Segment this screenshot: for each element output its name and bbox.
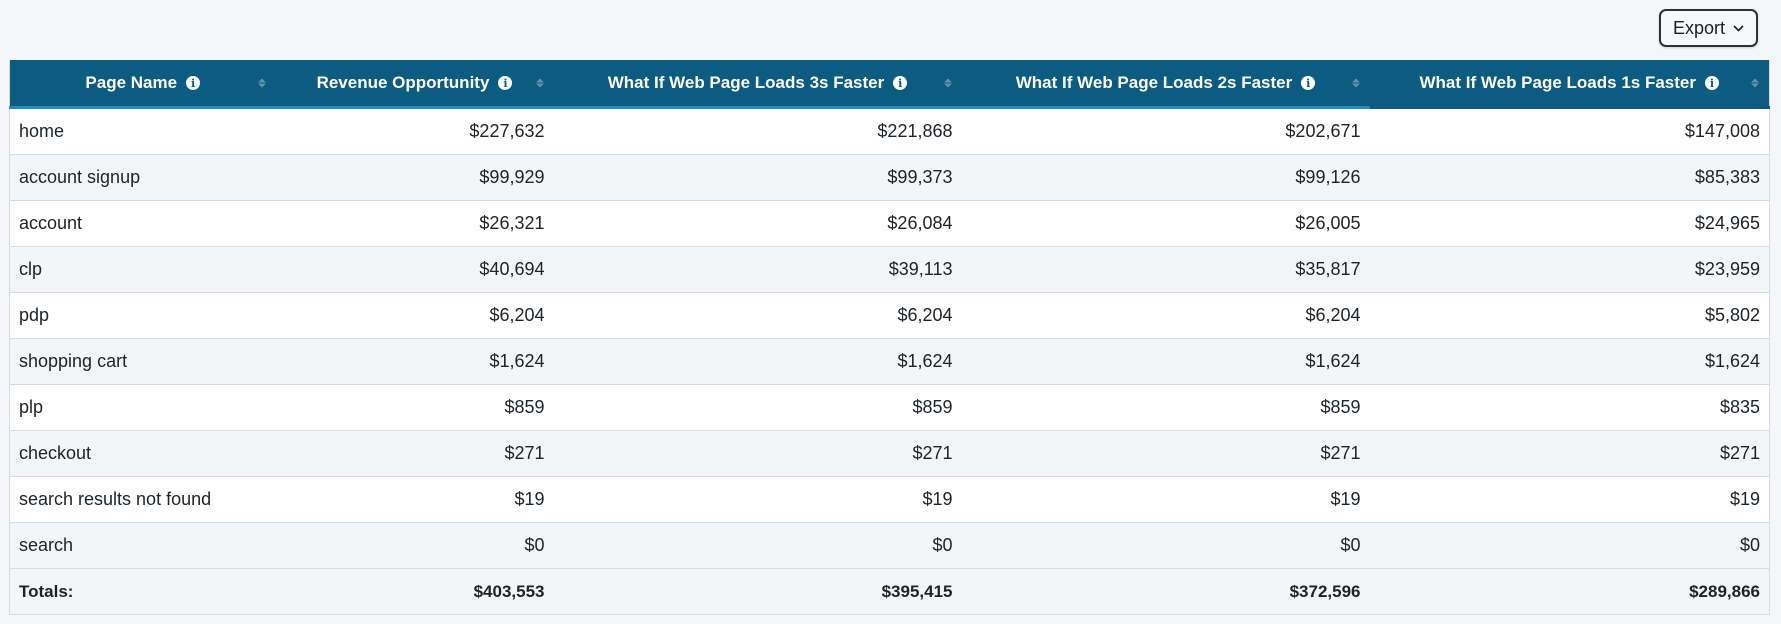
loads-2s-faster-cell: $202,671 (961, 107, 1370, 155)
chevron-down-icon (1733, 24, 1744, 32)
loads-2s-faster-cell: $859 (961, 384, 1370, 431)
column-header-label: What If Web Page Loads 2s Faster (1015, 73, 1293, 92)
loads-1s-faster-cell: $5,802 (1369, 292, 1770, 339)
sort-icon[interactable] (1351, 78, 1360, 88)
page-name-cell: account signup (9, 154, 276, 201)
table-row: home $227,632 $221,868 $202,671 $147,008 (9, 107, 1770, 155)
column-header-label: Page Name (85, 73, 178, 92)
revenue-table-container: Page Name i Revenue Opportunity i What I… (9, 60, 1770, 615)
table-row: search $0 $0 $0 $0 (9, 522, 1770, 569)
revenue-opportunity-cell: $859 (275, 384, 554, 431)
page-name-cell: checkout (9, 430, 276, 477)
loads-1s-faster-cell: $271 (1369, 430, 1770, 477)
loads-3s-faster-cell: $99,373 (553, 154, 962, 201)
loads-1s-faster-cell: $835 (1369, 384, 1770, 431)
page-name-cell: clp (9, 246, 276, 293)
column-header-page-name[interactable]: Page Name i (9, 60, 276, 109)
page-name-cell: plp (9, 384, 276, 431)
loads-3s-faster-cell: $859 (553, 384, 962, 431)
total-loads-3s-faster: $395,415 (553, 568, 962, 615)
loads-1s-faster-cell: $24,965 (1369, 200, 1770, 247)
sort-icon[interactable] (535, 78, 544, 88)
total-loads-2s-faster: $372,596 (961, 568, 1370, 615)
loads-2s-faster-cell: $35,817 (961, 246, 1370, 293)
page-name-cell: search results not found (9, 476, 276, 523)
loads-3s-faster-cell: $271 (553, 430, 962, 477)
loads-3s-faster-cell: $0 (553, 522, 962, 569)
loads-1s-faster-cell: $23,959 (1369, 246, 1770, 293)
table-footer: Totals: $403,553 $395,415 $372,596 $289,… (9, 568, 1770, 615)
table-row: shopping cart $1,624 $1,624 $1,624 $1,62… (9, 338, 1770, 385)
loads-3s-faster-cell: $6,204 (553, 292, 962, 339)
column-header-label: What If Web Page Loads 3s Faster (607, 73, 885, 92)
page-name-cell: shopping cart (9, 338, 276, 385)
sort-icon[interactable] (257, 78, 266, 88)
revenue-opportunity-cell: $6,204 (275, 292, 554, 339)
loads-2s-faster-cell: $6,204 (961, 292, 1370, 339)
totals-label: Totals: (9, 568, 276, 615)
loads-1s-faster-cell: $147,008 (1369, 107, 1770, 155)
export-button-label: Export (1672, 17, 1726, 38)
table-row: pdp $6,204 $6,204 $6,204 $5,802 (9, 292, 1770, 339)
column-header-2s-faster[interactable]: What If Web Page Loads 2s Faster i (961, 60, 1370, 109)
table-row: search results not found $19 $19 $19 $19 (9, 476, 1770, 523)
table-row: account $26,321 $26,084 $26,005 $24,965 (9, 200, 1770, 247)
loads-2s-faster-cell: $26,005 (961, 200, 1370, 247)
revenue-opportunity-cell: $40,694 (275, 246, 554, 293)
table-row: account signup $99,929 $99,373 $99,126 $… (9, 154, 1770, 201)
column-header-label: What If Web Page Loads 1s Faster (1419, 73, 1696, 92)
info-icon[interactable]: i (186, 76, 201, 90)
total-revenue-opportunity: $403,553 (275, 568, 554, 615)
loads-3s-faster-cell: $1,624 (553, 338, 962, 385)
loads-3s-faster-cell: $26,084 (553, 200, 962, 247)
revenue-opportunity-cell: $0 (275, 522, 554, 569)
page-name-cell: search (9, 522, 276, 569)
info-icon[interactable]: i (893, 76, 908, 90)
revenue-opportunity-cell: $227,632 (275, 107, 554, 155)
totals-row: Totals: $403,553 $395,415 $372,596 $289,… (9, 568, 1770, 615)
page-name-cell: account (9, 200, 276, 247)
loads-2s-faster-cell: $99,126 (961, 154, 1370, 201)
loads-1s-faster-cell: $1,624 (1369, 338, 1770, 385)
loads-2s-faster-cell: $271 (961, 430, 1370, 477)
loads-1s-faster-cell: $19 (1369, 476, 1770, 523)
export-button[interactable]: Export (1659, 9, 1758, 47)
info-icon[interactable]: i (1301, 76, 1316, 90)
column-header-3s-faster[interactable]: What If Web Page Loads 3s Faster i (553, 60, 962, 109)
loads-2s-faster-cell: $0 (961, 522, 1370, 569)
column-header-1s-faster[interactable]: What If Web Page Loads 1s Faster i (1369, 60, 1770, 109)
column-header-label: Revenue Opportunity (316, 73, 490, 92)
info-icon[interactable]: i (1704, 76, 1719, 90)
header-row: Page Name i Revenue Opportunity i What I… (9, 60, 1770, 109)
page-name-cell: pdp (9, 292, 276, 339)
loads-3s-faster-cell: $221,868 (553, 107, 962, 155)
table-header: Page Name i Revenue Opportunity i What I… (9, 60, 1770, 109)
revenue-table: Page Name i Revenue Opportunity i What I… (9, 60, 1770, 615)
page-name-cell: home (9, 107, 276, 155)
sort-icon[interactable] (1751, 78, 1759, 88)
table-row: plp $859 $859 $859 $835 (9, 384, 1770, 431)
table-row: checkout $271 $271 $271 $271 (9, 430, 1770, 477)
loads-2s-faster-cell: $1,624 (961, 338, 1370, 385)
loads-1s-faster-cell: $0 (1369, 522, 1770, 569)
revenue-opportunity-cell: $19 (275, 476, 554, 523)
column-header-revenue-opportunity[interactable]: Revenue Opportunity i (275, 60, 554, 109)
sort-icon[interactable] (943, 78, 952, 88)
loads-3s-faster-cell: $19 (553, 476, 962, 523)
info-icon[interactable]: i (498, 76, 513, 90)
revenue-opportunity-cell: $26,321 (275, 200, 554, 247)
total-loads-1s-faster: $289,866 (1369, 568, 1770, 615)
loads-3s-faster-cell: $39,113 (553, 246, 962, 293)
table-body: home $227,632 $221,868 $202,671 $147,008… (9, 107, 1770, 569)
revenue-opportunity-cell: $99,929 (275, 154, 554, 201)
table-row: clp $40,694 $39,113 $35,817 $23,959 (9, 246, 1770, 293)
loads-1s-faster-cell: $85,383 (1369, 154, 1770, 201)
revenue-opportunity-cell: $1,624 (275, 338, 554, 385)
loads-2s-faster-cell: $19 (961, 476, 1370, 523)
revenue-opportunity-cell: $271 (275, 430, 554, 477)
